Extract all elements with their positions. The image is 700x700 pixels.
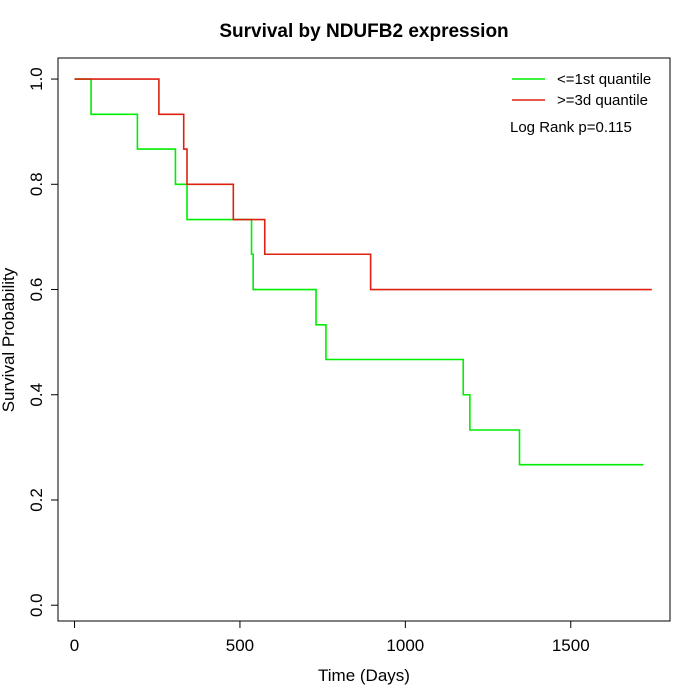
series-line-low-quantile — [74, 78, 644, 466]
series-line-high-quantile — [74, 78, 652, 291]
log-rank-annotation: Log Rank p=0.115 — [510, 119, 632, 136]
legend-label-low-quantile: <=1st quantile — [557, 71, 651, 88]
y-tick-label: 0.4 — [27, 383, 46, 407]
x-tick-label: 0 — [70, 636, 79, 655]
x-tick-label: 500 — [226, 636, 254, 655]
chart-title: Survival by NDUFB2 expression — [219, 21, 508, 42]
series-layer — [74, 78, 652, 466]
y-tick-label: 1.0 — [27, 67, 46, 91]
legend: <=1st quantile >=3d quantile — [512, 71, 651, 109]
y-tick-label: 0.6 — [27, 278, 46, 302]
x-axis-label: Time (Days) — [318, 666, 410, 685]
x-tick-label: 1000 — [386, 636, 424, 655]
y-tick-label: 0.8 — [27, 172, 46, 196]
legend-label-high-quantile: >=3d quantile — [557, 92, 648, 109]
x-axis: 0 500 1000 1500 — [70, 620, 590, 655]
y-tick-label: 0.2 — [27, 488, 46, 512]
y-tick-label: 0.0 — [27, 593, 46, 617]
y-axis-label: Survival Probability — [0, 267, 18, 412]
plot-area-frame — [57, 57, 671, 622]
x-tick-label: 1500 — [552, 636, 590, 655]
y-axis: 0.0 0.2 0.4 0.6 0.8 1.0 — [27, 67, 59, 617]
